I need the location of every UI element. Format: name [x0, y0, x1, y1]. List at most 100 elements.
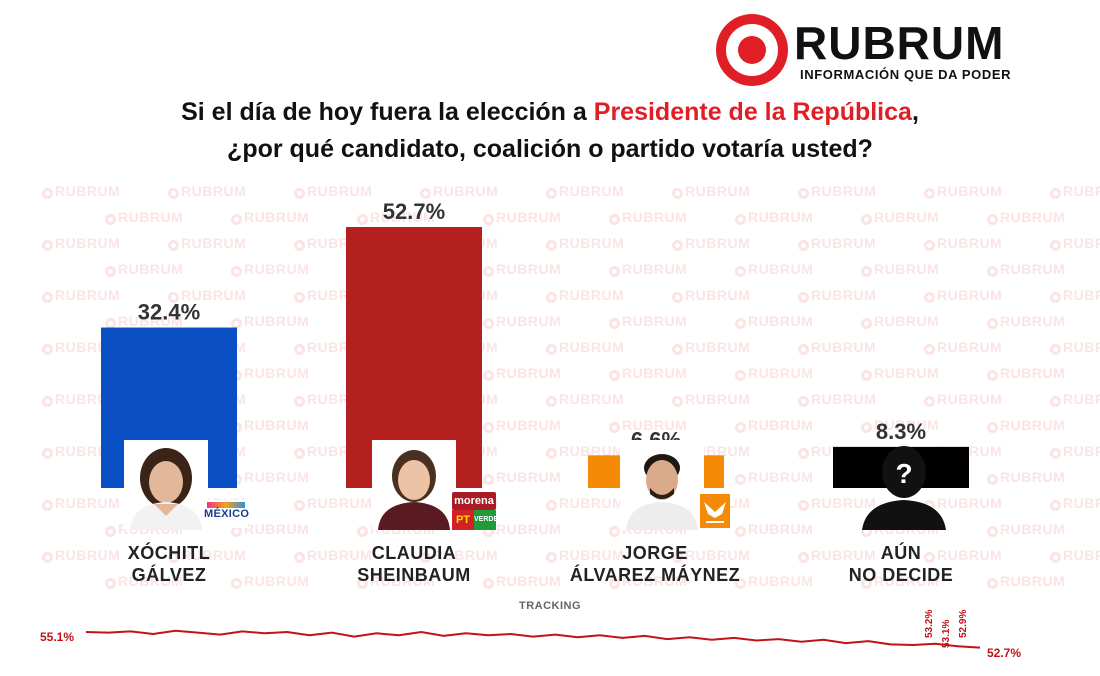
- watermark-text: RUBRUM: [672, 287, 750, 303]
- watermark-text: RUBRUM: [357, 209, 435, 225]
- watermark-text: RUBRUM: [231, 573, 309, 589]
- watermark-text: RUBRUM: [987, 261, 1065, 277]
- watermark-text: RUBRUM: [105, 261, 183, 277]
- watermark-text: RUBRUM: [861, 365, 939, 381]
- watermark-text: RUBRUM: [924, 287, 1002, 303]
- watermark-text: RUBRUM: [798, 183, 876, 199]
- watermark-text: RUBRUM: [798, 391, 876, 407]
- question-highlight: Presidente de la República: [593, 98, 912, 126]
- watermark-text: RUBRUM: [798, 339, 876, 355]
- watermark-text: RUBRUM: [861, 261, 939, 277]
- watermark-text: RUBRUM: [672, 183, 750, 199]
- tracking-point-label-1: 53.2%: [924, 609, 935, 638]
- watermark-text: RUBRUM: [924, 183, 1002, 199]
- watermark-text: RUBRUM: [987, 521, 1065, 537]
- watermark-text: RUBRUM: [798, 235, 876, 251]
- watermark-text: RUBRUM: [609, 417, 687, 433]
- watermark-text: RUBRUM: [798, 547, 876, 563]
- watermark-text: RUBRUM: [735, 313, 813, 329]
- watermark-text: RUBRUM: [546, 495, 624, 511]
- watermark-text: RUBRUM: [798, 287, 876, 303]
- watermark-text: RUBRUM: [483, 469, 561, 485]
- svg-text:?: ?: [895, 458, 912, 489]
- watermark-text: RUBRUM: [987, 313, 1065, 329]
- watermark-text: RUBRUM: [420, 183, 498, 199]
- watermark-text: RUBRUM: [987, 417, 1065, 433]
- badge-pan-coalition-label: MÉXICO: [204, 508, 250, 520]
- watermark-text: RUBRUM: [42, 547, 120, 563]
- watermark-text: RUBRUM: [231, 313, 309, 329]
- watermark-text: RUBRUM: [483, 365, 561, 381]
- undecided-silhouette: ?: [862, 436, 946, 530]
- watermark-text: RUBRUM: [294, 183, 372, 199]
- question-line-1: Si el día de hoy fuera la elección a Pre…: [181, 98, 919, 126]
- watermark-text: RUBRUM: [168, 235, 246, 251]
- watermark-text: RUBRUM: [483, 261, 561, 277]
- watermark-text: RUBRUM: [1050, 235, 1100, 251]
- tracking-point-label-2: 53.1%: [941, 619, 952, 648]
- logo-wordmark: RUBRUM: [794, 17, 1005, 69]
- watermark-text: RUBRUM: [735, 469, 813, 485]
- watermark-text: RUBRUM: [735, 261, 813, 277]
- watermark-text: RUBRUM: [861, 209, 939, 225]
- question-line-2: ¿por qué candidato, coalición o partido …: [227, 135, 873, 163]
- badge-morena: morena: [452, 492, 496, 510]
- watermark-text: RUBRUM: [735, 521, 813, 537]
- candidate-portrait-claudia: [372, 440, 456, 530]
- watermark-text: RUBRUM: [1050, 183, 1100, 199]
- candidate-portrait-xochitl: [124, 440, 208, 530]
- watermark-text: RUBRUM: [987, 209, 1065, 225]
- watermark-text: RUBRUM: [42, 495, 120, 511]
- watermark-text: RUBRUM: [546, 443, 624, 459]
- watermark-text: RUBRUM: [168, 183, 246, 199]
- watermark-text: RUBRUM: [735, 209, 813, 225]
- watermark-text: RUBRUM: [546, 339, 624, 355]
- watermark-text: RUBRUM: [105, 573, 183, 589]
- watermark-text: RUBRUM: [42, 287, 120, 303]
- category-label-claudia: CLAUDIA SHEINBAUM: [357, 543, 471, 585]
- watermark-text: RUBRUM: [1050, 443, 1100, 459]
- watermark-text: RUBRUM: [1050, 547, 1100, 563]
- watermark-text: RUBRUM: [924, 339, 1002, 355]
- watermark-text: RUBRUM: [42, 235, 120, 251]
- watermark-text: RUBRUM: [609, 261, 687, 277]
- watermark-text: RUBRUM: [1050, 391, 1100, 407]
- watermark-text: RUBRUM: [861, 417, 939, 433]
- watermark-text: RUBRUM: [861, 573, 939, 589]
- logo-target-icon: [716, 14, 788, 86]
- badge-pan-coalition: MÉXICO: [204, 500, 250, 528]
- tracking-point-label-3: 52.9%: [958, 609, 969, 638]
- watermark-text: RUBRUM: [546, 287, 624, 303]
- watermark-text: RUBRUM: [168, 287, 246, 303]
- watermark-text: RUBRUM: [483, 209, 561, 225]
- tracking-end-label: 52.7%: [987, 646, 1022, 660]
- watermark-text: RUBRUM: [546, 183, 624, 199]
- bar-value-label-xochitl: 32.4%: [138, 300, 200, 325]
- watermark-text: RUBRUM: [987, 573, 1065, 589]
- badge-verde: VERDE: [474, 510, 498, 530]
- bar-value-label-undecided: 8.3%: [876, 419, 926, 444]
- watermark-text: RUBRUM: [609, 313, 687, 329]
- watermark-text: RUBRUM: [231, 209, 309, 225]
- watermark-text: RUBRUM: [609, 209, 687, 225]
- logo-tagline: INFORMACIÓN QUE DA PODER: [800, 67, 1012, 82]
- watermark-text: RUBRUM: [861, 313, 939, 329]
- watermark-text: RUBRUM: [672, 547, 750, 563]
- category-label-jorge: JORGE ÁLVAREZ MÁYNEZ: [569, 543, 741, 585]
- survey-question: Si el día de hoy fuera la elección a Pre…: [20, 94, 1080, 168]
- tracking-line: [85, 629, 981, 649]
- mc-eagle-icon: [704, 502, 726, 523]
- rubrum-logo: RUBRUM INFORMACIÓN QUE DA PODER: [716, 14, 1046, 86]
- watermark-text: RUBRUM: [987, 469, 1065, 485]
- tracking-title: TRACKING: [518, 600, 582, 612]
- watermark-text: RUBRUM: [924, 547, 1002, 563]
- watermark-text: RUBRUM: [483, 417, 561, 433]
- watermark-text: RUBRUM: [546, 235, 624, 251]
- watermark-text: RUBRUM: [483, 573, 561, 589]
- watermark-text: RUBRUM: [735, 417, 813, 433]
- watermark-text: RUBRUM: [735, 365, 813, 381]
- candidate-portrait-jorge: [620, 440, 704, 530]
- watermark-text: RUBRUM: [1050, 287, 1100, 303]
- watermark-text: RUBRUM: [294, 547, 372, 563]
- watermark-text: RUBRUM: [42, 183, 120, 199]
